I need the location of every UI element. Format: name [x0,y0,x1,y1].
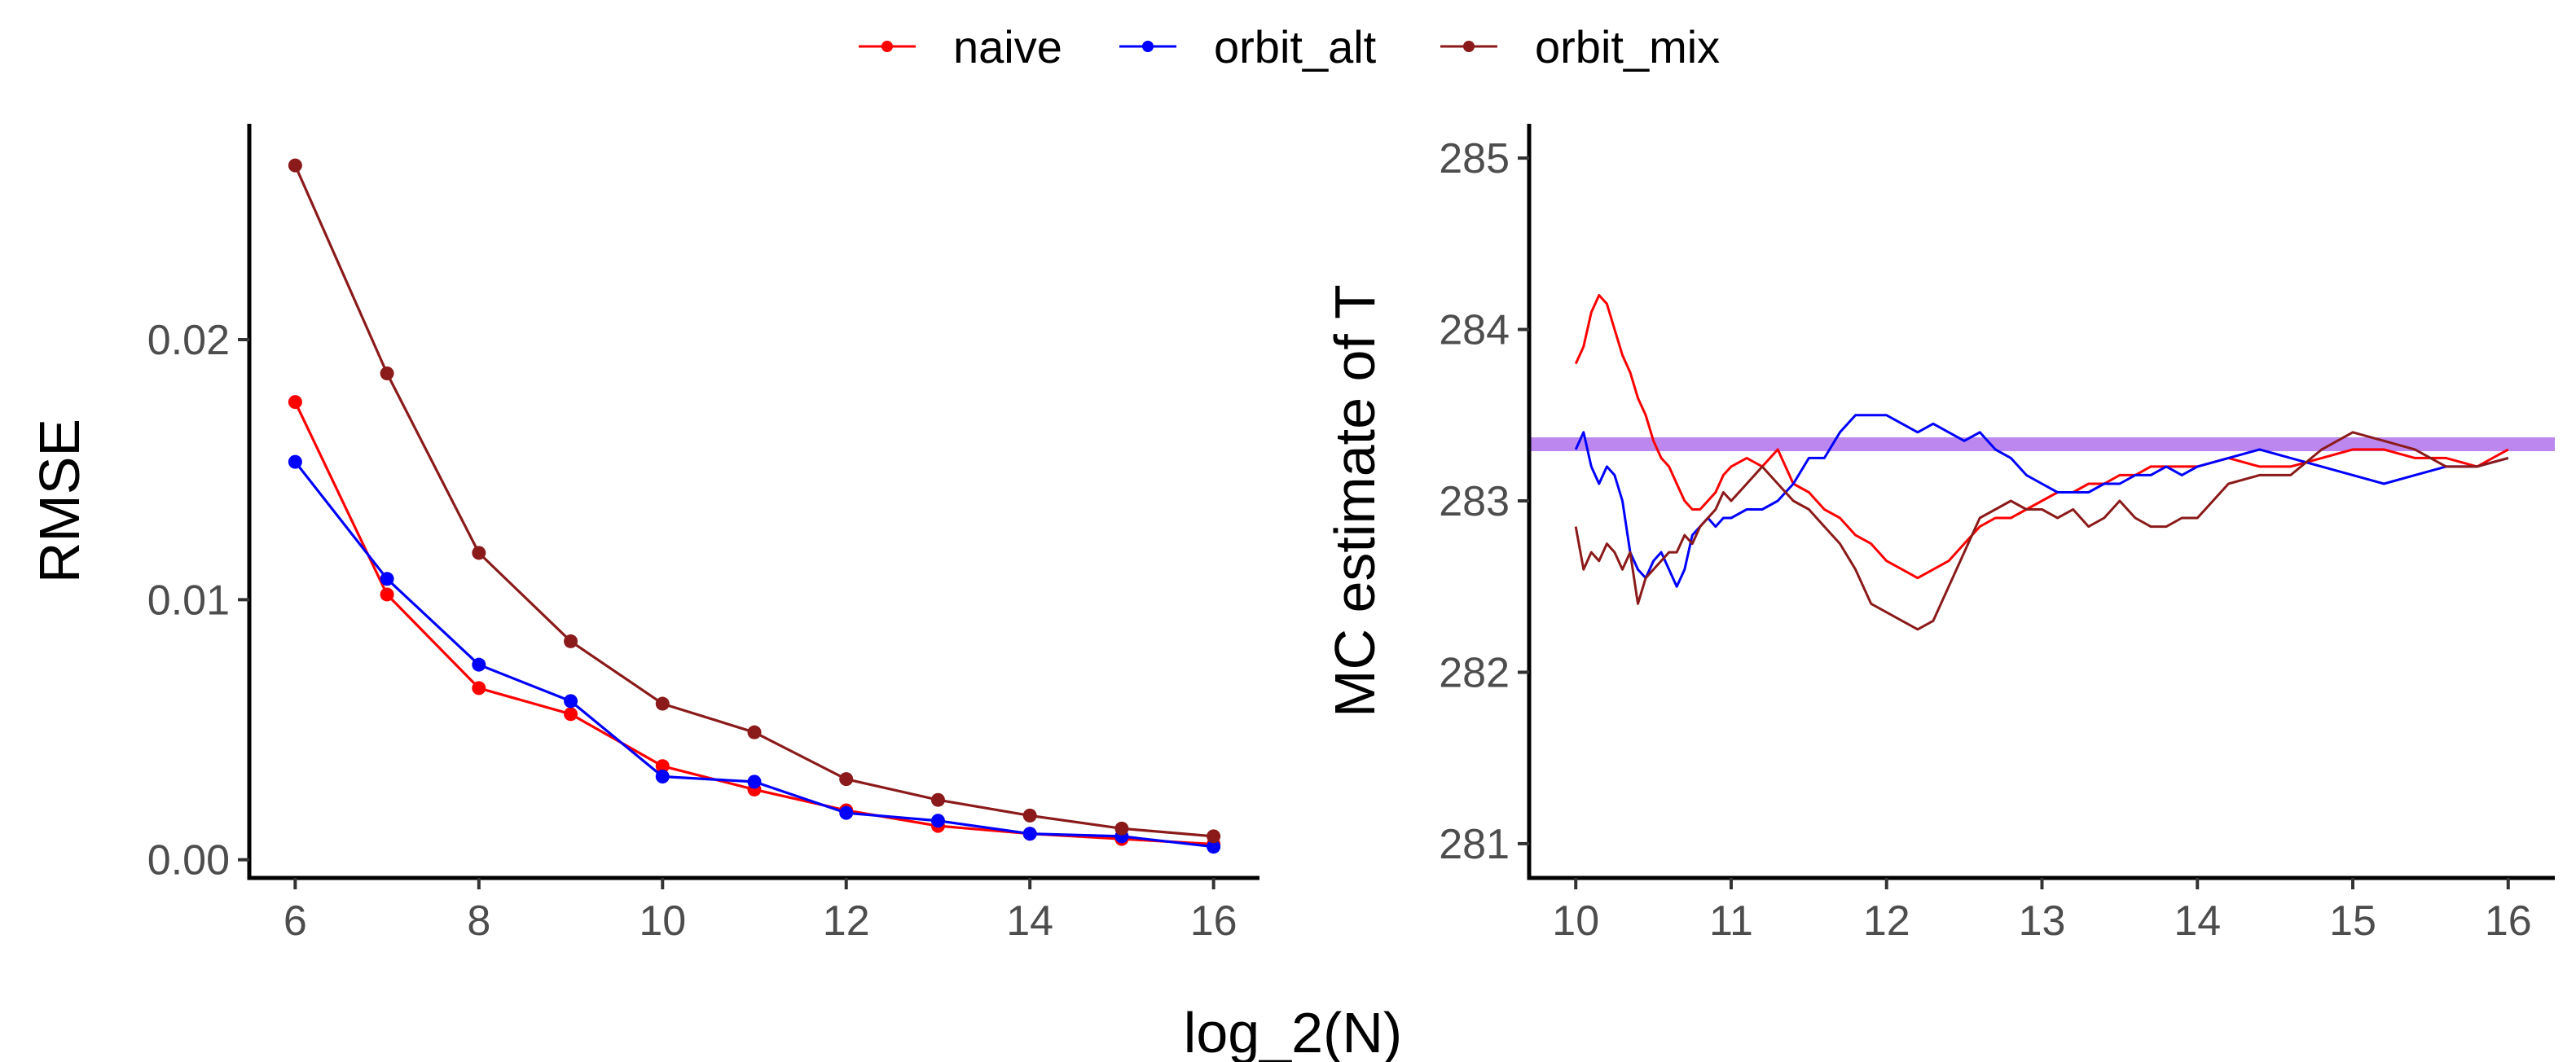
mc-y-axis-title: MC estimate of T [1323,284,1387,718]
rmse-point-orbit-mix-13 [930,792,945,807]
rmse-point-orbit-mix-15 [1114,821,1129,836]
mc-series-layer [1574,294,2509,631]
rmse-point-orbit-mix-14 [1022,808,1037,823]
legend-label-naive: naive [953,21,1062,72]
rmse-point-orbit-alt-10 [655,769,670,783]
legend: naive orbit_alt orbit_mix [859,21,1720,72]
rmse-x-tick-label-12: 12 [823,897,870,945]
rmse-point-orbit-alt-6 [288,454,302,469]
legend-entry-orbit-alt: orbit_alt [1119,21,1377,72]
rmse-point-orbit-alt-8 [472,657,486,672]
rmse-x-tick-label-6: 6 [284,897,307,945]
rmse-point-orbit-alt-11 [747,775,762,789]
legend-marker-orbit-mix [1463,41,1475,52]
legend-marker-orbit-alt [1142,41,1154,52]
rmse-panel: 6 8 10 12 14 16 0.00 0.01 0.02 RMSE [28,124,1259,945]
mc-series-line-orbit-alt [1574,414,2509,588]
rmse-point-orbit-alt-9 [564,694,578,709]
mc-y-tick-label-281: 281 [1439,821,1510,868]
rmse-point-orbit-alt-12 [839,805,854,820]
rmse-x-tick-label-14: 14 [1006,897,1053,945]
rmse-series-layer [288,158,1221,854]
rmse-y-tick-label-0-02: 0.02 [147,317,230,364]
mc-x-tick-label-10: 10 [1552,897,1599,945]
rmse-point-naive-8 [472,681,486,696]
legend-entry-orbit-mix: orbit_mix [1440,21,1720,72]
rmse-x-tick-label-8: 8 [467,897,490,945]
rmse-y-tick-label-0-00: 0.00 [147,837,230,884]
rmse-point-orbit-mix-10 [655,696,670,711]
rmse-point-naive-6 [288,395,302,410]
mc-x-tick-label-12: 12 [1863,897,1910,945]
rmse-y-axis-title: RMSE [28,419,91,583]
rmse-point-naive-10 [655,759,670,774]
mc-y-tick-label-285: 285 [1439,135,1510,182]
mc-x-tick-label-11: 11 [1709,897,1753,945]
legend-marker-naive [881,41,893,52]
rmse-point-orbit-mix-11 [747,725,762,739]
rmse-x-tick-label-10: 10 [639,897,686,945]
mc-x-tick-label-14: 14 [2174,897,2221,945]
mc-x-tick-label-15: 15 [2329,897,2376,945]
mc-y-tick-label-283: 283 [1439,478,1510,525]
mc-series-line-orbit-mix [1574,431,2509,631]
rmse-point-orbit-mix-16 [1207,829,1221,844]
shared-x-axis-title: log_2(N) [1184,1001,1402,1062]
mc-estimate-panel: 10 11 12 13 14 15 16 281 282 283 284 285 MC estimat… [1323,124,2555,945]
mc-y-tick-label-282: 282 [1439,649,1510,696]
rmse-point-orbit-mix-8 [472,546,486,560]
rmse-point-orbit-alt-13 [930,814,945,828]
mc-x-tick-label-13: 13 [2019,897,2066,945]
rmse-point-orbit-mix-6 [288,158,302,173]
rmse-y-tick-label-0-01: 0.01 [147,577,230,624]
mc-x-tick-label-16: 16 [2485,897,2532,945]
rmse-axes: 6 8 10 12 14 16 0.00 0.01 0.02 [147,124,1259,945]
rmse-point-naive-9 [564,707,578,722]
mc-axes: 10 11 12 13 14 15 16 281 282 283 284 285 [1439,124,2555,945]
legend-label-orbit-alt: orbit_alt [1214,21,1377,72]
legend-entry-naive: naive [859,21,1062,72]
rmse-x-tick-label-16: 16 [1190,897,1237,945]
rmse-point-naive-7 [380,587,394,602]
mc-y-tick-label-284: 284 [1439,307,1510,354]
rmse-point-orbit-alt-14 [1022,827,1037,841]
rmse-point-orbit-alt-16 [1207,840,1221,854]
legend-label-orbit-mix: orbit_mix [1535,21,1720,72]
rmse-point-orbit-mix-12 [839,772,854,787]
rmse-point-orbit-mix-9 [564,634,578,648]
rmse-point-orbit-alt-7 [380,572,394,586]
rmse-point-orbit-mix-7 [380,366,394,381]
